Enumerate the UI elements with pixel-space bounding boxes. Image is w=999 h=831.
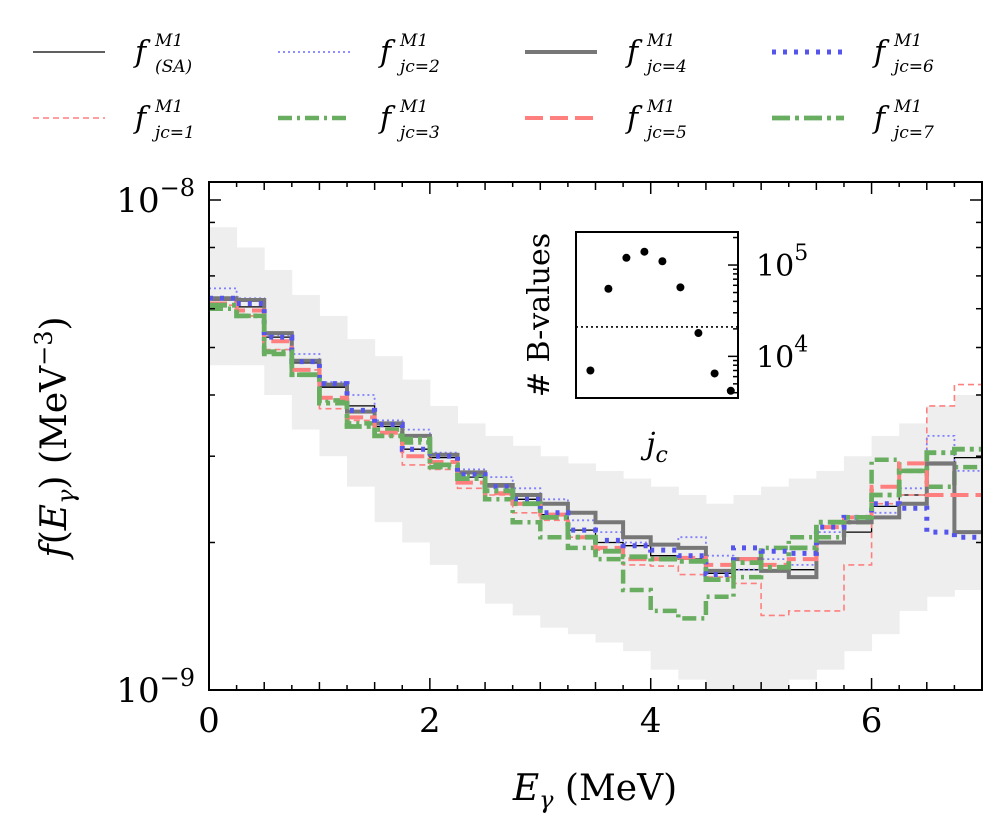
legend-label-sup: M1 [646,97,675,117]
legend-label: f [378,101,396,136]
x-tick-label: 2 [419,701,441,741]
band-bin [761,486,790,690]
inset-y-tick-label: 104 [756,332,808,375]
band-bin [623,478,652,652]
y-tick-label: 10−8 [116,174,195,221]
legend-label-sup: M1 [154,97,183,117]
series-line-6 [209,295,982,578]
inset-y-label: # B-values [522,233,557,397]
legend-label: f [625,101,643,136]
y-axis-label: f(Eγ) (MeV−3) [30,316,80,560]
inset-point [694,329,703,338]
legend-label: f [133,35,151,70]
legend-label-sub: jc=4 [643,57,687,77]
series-line-5 [209,301,982,567]
legend-entry-7: f M1 jc=7 [772,97,934,143]
legend-entry-1: f M1 jc=1 [33,97,195,143]
y-tick-label: 10−9 [116,664,195,711]
legend-entry-3: f M1 jc=3 [278,97,440,143]
inset-chart: 105 104 # B-values jc [522,231,808,468]
inset-point [676,283,685,292]
legend-label: f [625,35,643,70]
x-axis-symbol-sub: γ [539,786,554,814]
band-bin [540,456,569,628]
legend-label-sub: jc=2 [396,57,440,77]
inset-point [586,366,595,375]
series-line-7 [209,302,982,582]
inset-point [658,257,667,266]
legend-label-sup: M1 [893,97,922,117]
legend-label: f [872,101,890,136]
main-axes: 0 2 4 6 10−8 10−9 [116,174,983,741]
band-bin [843,456,873,652]
x-tick-label: 6 [861,701,883,741]
inset-frame [575,231,739,399]
legend-label-sub: jc=6 [890,57,934,77]
band-bin [871,435,900,635]
inset-y-tick-label: 105 [756,241,808,284]
band-bin [374,356,403,523]
band-bin [650,486,679,670]
band-bin [788,478,817,680]
legend-label-sup: M1 [893,31,922,51]
legend-label-sub: jc=5 [643,123,687,143]
band-bin [595,470,624,643]
legend-label-sup: M1 [399,97,428,117]
legend-label-sub: jc=7 [890,123,934,143]
band-bin [733,495,762,690]
series-line-0 [209,299,982,575]
band-bin [899,423,928,611]
inset-point [710,369,719,378]
legend-label: f [133,101,151,136]
series-lines [209,287,982,621]
inset-point [604,284,613,293]
legend-entry-5: f M1 jc=5 [525,97,687,143]
band-bin [926,405,955,597]
x-axis-unit: (MeV) [553,768,677,809]
legend-label: f [378,35,396,70]
inset-x-label: jc [640,427,668,468]
x-axis-symbol: E [512,768,539,809]
inset-point [640,247,649,256]
legend-label-sub: (SA) [155,57,192,77]
legend-entry-4: f M1 jc=4 [525,31,687,77]
band-bin [429,405,458,565]
legend-label-sup: M1 [646,31,675,51]
band-bin [816,470,845,670]
x-tick-label: 4 [640,701,662,741]
band-bin [457,423,486,584]
legend-label-sup: M1 [399,31,428,51]
legend-label-sub: jc=3 [396,123,440,143]
legend-label-sub: jc=1 [151,123,195,143]
legend-label: f [872,35,890,70]
legend-label-sup: M1 [154,31,183,51]
legend-entry-2: f M1 jc=2 [278,31,440,77]
legend-entry-0: f M1 (SA) [33,31,192,77]
legend-entry-6: f M1 jc=6 [772,31,934,77]
inset-point [622,253,631,262]
band-bin [678,495,707,680]
band-bin [512,445,541,616]
x-axis-label: Eγ (MeV) [512,768,677,814]
band-bin [402,379,431,543]
band-bin [485,435,514,604]
inset-point [726,386,735,395]
x-tick-label: 0 [198,701,220,741]
band-bin [954,394,982,590]
